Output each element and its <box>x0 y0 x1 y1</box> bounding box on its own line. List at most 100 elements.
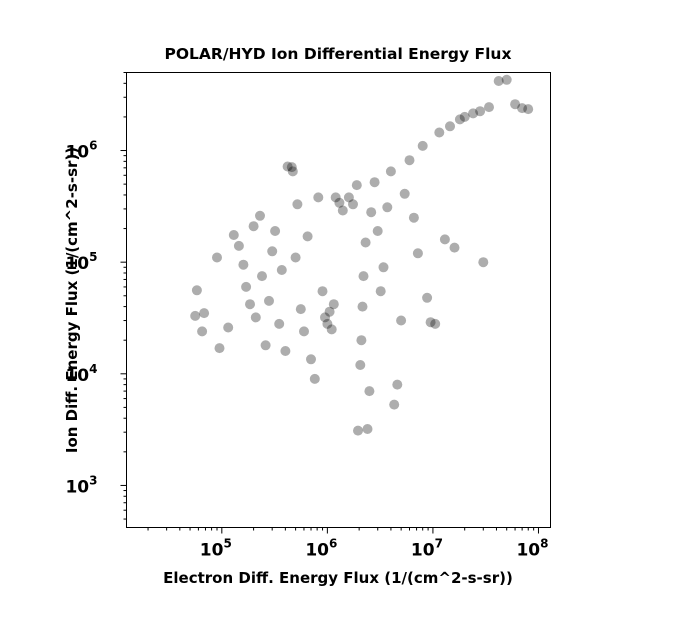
data-point <box>382 202 393 213</box>
data-point <box>364 386 375 397</box>
data-point <box>378 262 389 273</box>
data-point <box>241 281 252 292</box>
data-point <box>399 188 410 199</box>
y-tick-label: 106 <box>65 139 97 163</box>
data-point <box>199 308 210 319</box>
data-point <box>353 425 363 436</box>
data-point <box>255 210 265 221</box>
data-point <box>356 335 367 346</box>
data-point <box>324 306 335 317</box>
data-point <box>430 318 441 329</box>
data-point <box>422 292 433 303</box>
y-axis-label: Ion Diff. Energy Flux (1/(cm^2-s-sr)) <box>63 147 81 453</box>
data-point <box>434 127 445 138</box>
x-tick-label: 107 <box>411 537 443 561</box>
data-point <box>454 114 465 125</box>
data-point <box>362 424 373 434</box>
data-point <box>267 246 278 257</box>
data-point <box>417 140 428 151</box>
data-point <box>330 192 341 203</box>
data-point <box>276 265 287 275</box>
data-point <box>501 74 512 85</box>
data-point <box>449 242 460 253</box>
data-point <box>385 166 396 177</box>
data-point <box>389 399 400 410</box>
data-point <box>302 231 313 242</box>
y-tick-label: 103 <box>65 473 97 497</box>
data-point <box>468 108 479 119</box>
data-point <box>286 162 297 173</box>
x-tick-label: 105 <box>200 537 232 561</box>
data-point <box>343 192 354 203</box>
data-point <box>322 318 333 329</box>
data-points <box>190 74 534 436</box>
data-point <box>274 318 285 329</box>
data-point <box>510 99 521 110</box>
data-point <box>292 199 303 210</box>
data-point <box>326 324 337 335</box>
data-point <box>257 271 267 282</box>
data-point <box>250 312 261 323</box>
data-point <box>369 177 380 188</box>
plot-frame <box>126 72 551 528</box>
data-point <box>445 121 455 132</box>
data-point <box>197 326 208 337</box>
data-point <box>223 322 234 333</box>
data-point <box>299 326 309 337</box>
data-point <box>404 155 415 166</box>
data-point <box>238 259 249 270</box>
data-point <box>214 343 225 354</box>
data-point <box>212 252 222 263</box>
data-point <box>309 373 320 384</box>
data-point <box>412 248 423 259</box>
data-point <box>245 299 255 310</box>
data-point <box>375 286 386 297</box>
data-point <box>191 285 202 296</box>
data-point <box>517 103 528 114</box>
data-point <box>233 240 244 251</box>
y-tick-label: 104 <box>65 362 97 386</box>
data-point <box>523 104 534 115</box>
data-point <box>425 317 436 328</box>
data-point <box>366 207 377 218</box>
data-point <box>372 226 383 236</box>
data-point <box>317 286 328 297</box>
chart-title: POLAR/HYD Ion Differential Energy Flux <box>165 45 512 63</box>
data-point <box>334 197 345 208</box>
data-point <box>228 230 239 240</box>
data-point <box>337 205 348 216</box>
data-point <box>290 252 301 263</box>
data-point <box>475 106 486 117</box>
data-point <box>408 212 419 223</box>
data-point <box>320 312 330 323</box>
data-point <box>396 315 407 326</box>
data-point <box>478 257 489 268</box>
data-point <box>270 226 281 236</box>
x-tick-label: 108 <box>516 537 548 561</box>
data-point <box>358 271 369 282</box>
data-point <box>264 295 274 306</box>
data-point <box>351 180 362 191</box>
x-tick-label: 106 <box>305 537 337 561</box>
data-point <box>306 354 316 365</box>
data-point <box>459 111 470 122</box>
data-point <box>355 360 366 370</box>
y-tick-label: 105 <box>65 250 97 274</box>
data-point <box>295 304 306 315</box>
data-point <box>248 221 259 232</box>
data-point <box>360 237 371 248</box>
data-point <box>493 76 504 86</box>
data-point <box>484 102 494 113</box>
data-point <box>280 346 291 356</box>
data-point <box>392 379 403 390</box>
data-point <box>348 199 358 210</box>
data-point <box>260 340 271 351</box>
axis-ticks: 105 106 107 108 103 104 105 106 <box>65 72 548 561</box>
x-axis-label: Electron Diff. Energy Flux (1/(cm^2-s-sr… <box>163 569 513 587</box>
data-point <box>313 192 324 203</box>
data-point <box>439 234 450 245</box>
data-point <box>287 166 298 177</box>
data-point <box>328 299 339 310</box>
data-point <box>357 301 368 312</box>
